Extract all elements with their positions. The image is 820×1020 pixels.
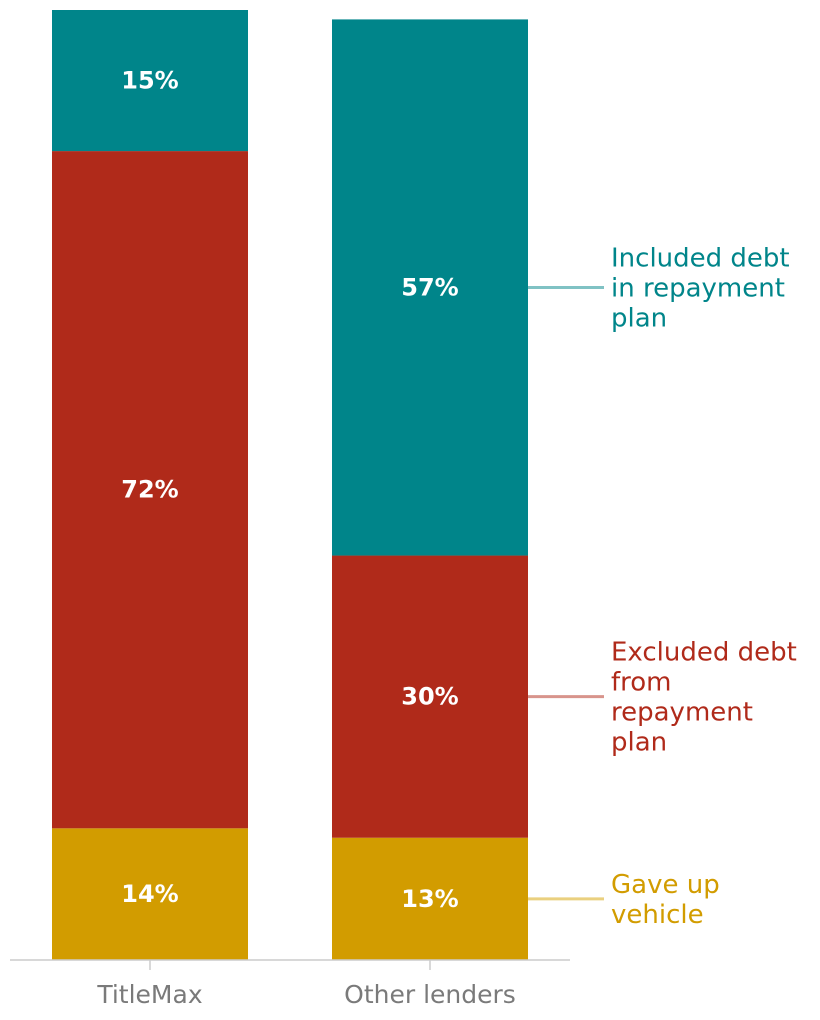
segment-labels-group: 14% 72% 15% 13% 30% 57% (121, 67, 458, 913)
x-axis-ticks-group (149, 960, 431, 970)
segment-value-label: 15% (121, 67, 178, 95)
legend-label-line: repayment (611, 698, 753, 728)
segment-value-label: 30% (401, 683, 458, 711)
segment-value-label: 14% (121, 880, 178, 908)
category-label: TitleMax (96, 980, 202, 1009)
legend-label-line: vehicle (611, 900, 704, 930)
bar-segment-0-1 (52, 151, 248, 829)
category-label: Other lenders (344, 980, 516, 1009)
bar-segment-1-0 (332, 837, 528, 960)
bar-segment-1-1 (332, 555, 528, 838)
segment-value-label: 72% (121, 476, 178, 504)
category-labels-group: TitleMax Other lenders (96, 980, 515, 1009)
bar-segment-0-2 (52, 10, 248, 152)
legend-label-line: in repayment (611, 273, 785, 303)
bar-segment-1-2 (332, 19, 528, 556)
legend-label-line: plan (611, 303, 667, 333)
legend-label-line: Gave up (611, 870, 720, 900)
segment-value-label: 57% (401, 273, 458, 301)
bar-segment-0-0 (52, 828, 248, 960)
legend-label-line: Excluded debt (611, 638, 797, 668)
bars-group (52, 10, 528, 960)
legend-label-line: Included debt (611, 243, 790, 273)
legend-label-line: plan (611, 728, 667, 758)
legend-label-line: from (611, 668, 672, 698)
segment-value-label: 13% (401, 885, 458, 913)
